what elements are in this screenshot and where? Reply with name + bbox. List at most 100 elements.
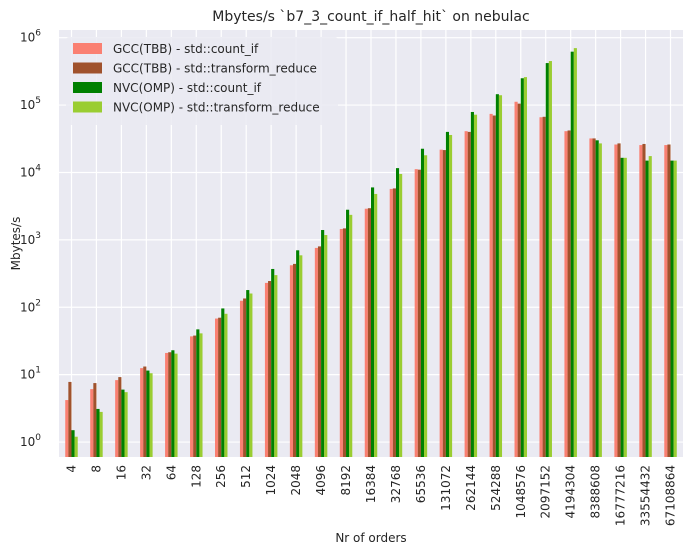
- bar: [570, 51, 574, 458]
- bar: [346, 209, 350, 457]
- x-tick-label: 512: [239, 465, 253, 488]
- bar: [445, 131, 449, 458]
- bar: [399, 173, 403, 458]
- bar: [517, 103, 521, 458]
- bar: [367, 208, 371, 457]
- bar: [495, 94, 499, 458]
- bar: [592, 138, 596, 458]
- bar: [617, 143, 621, 457]
- bar: [174, 353, 178, 457]
- bar: [296, 250, 300, 457]
- legend-swatch: [73, 82, 102, 93]
- x-tick-label: 32: [139, 465, 153, 480]
- x-tick-label: 524288: [489, 465, 503, 511]
- bar: [342, 228, 347, 457]
- x-tick-label: 131072: [439, 465, 453, 511]
- bar: [239, 300, 244, 457]
- bar: [196, 329, 200, 457]
- x-tick-label: 8192: [339, 465, 353, 496]
- legend-swatch: [73, 101, 102, 113]
- bar: [567, 130, 571, 458]
- y-tick-label: 103: [20, 231, 41, 247]
- y-tick-label: 104: [20, 163, 41, 179]
- x-tick-label: 64: [164, 465, 178, 480]
- bar: [595, 140, 599, 457]
- bar: [74, 436, 78, 457]
- bar: [614, 144, 618, 457]
- bar: [564, 131, 568, 457]
- bar: [424, 155, 428, 458]
- bar: [573, 48, 577, 457]
- y-tick-label: 106: [20, 29, 41, 45]
- bar: [274, 275, 278, 457]
- chart-title: Mbytes/s `b7_3_count_if_half_hit` on neb…: [212, 9, 529, 25]
- bar: [492, 115, 496, 458]
- bar: [520, 78, 524, 457]
- bar: [374, 193, 378, 457]
- bar: [299, 255, 303, 457]
- bar: [395, 168, 400, 458]
- x-tick-label: 16: [114, 465, 128, 480]
- bar: [389, 188, 393, 458]
- legend-label: NVC(OMP) - std::transform_reduce: [113, 101, 320, 115]
- bar: [623, 157, 627, 457]
- x-tick-labels: 4 8 16 32 64 128 256 512 1024 2048 4096 8192 16384 32…: [64, 465, 677, 526]
- legend-label: GCC(TBB) - std::transform_reduce: [113, 62, 317, 76]
- bar: [71, 430, 75, 457]
- bar: [645, 160, 649, 457]
- bar: [317, 246, 322, 457]
- x-tick-label: 2097152: [539, 465, 553, 518]
- bar: [193, 335, 197, 457]
- bar: [68, 381, 72, 457]
- legend-box: [66, 37, 338, 125]
- bar: [514, 101, 518, 457]
- legend-swatch: [73, 62, 102, 74]
- bar: [470, 111, 474, 457]
- legend-label: NVC(OMP) - std::count_if: [113, 81, 262, 95]
- bar: [246, 290, 250, 457]
- bar: [168, 352, 172, 457]
- x-tick-label: 67108864: [664, 465, 678, 526]
- bar: [545, 63, 549, 457]
- bar: [392, 188, 396, 457]
- x-tick-label: 33554432: [639, 465, 653, 526]
- x-tick-label: 8: [89, 465, 103, 473]
- x-tick-label: 32768: [389, 465, 403, 503]
- bar: [489, 113, 493, 457]
- x-tick-label: 2048: [289, 465, 303, 496]
- y-axis-label: Mbytes/s: [9, 217, 23, 271]
- bar: [670, 160, 674, 457]
- bar: [417, 169, 421, 457]
- bar: [93, 383, 97, 457]
- bar: [548, 61, 552, 457]
- bar: [190, 336, 194, 457]
- bar: [439, 149, 443, 457]
- bar: [321, 230, 325, 457]
- bar: [542, 116, 546, 458]
- bar: [90, 389, 94, 457]
- y-tick-label: 100: [20, 433, 41, 449]
- bar: [467, 131, 471, 458]
- bar: [664, 145, 668, 457]
- bar: [364, 208, 368, 457]
- x-tick-label: 128: [189, 465, 203, 488]
- bar: [620, 157, 624, 457]
- bar: [115, 380, 119, 457]
- bar: [143, 366, 147, 457]
- x-tick-label: 256: [214, 465, 228, 488]
- bar: [293, 263, 297, 457]
- x-tick-label: 65536: [414, 465, 428, 503]
- bar: [165, 352, 169, 457]
- bar: [598, 143, 602, 457]
- bar: [589, 138, 593, 458]
- bar: [339, 228, 343, 457]
- bar: [642, 143, 646, 457]
- bar: [539, 117, 543, 457]
- bar: [221, 308, 225, 457]
- bar: [99, 411, 103, 457]
- bar: [171, 350, 175, 457]
- bars-layer: [65, 48, 677, 458]
- x-tick-label: 16384: [364, 465, 378, 503]
- bar: [65, 400, 69, 457]
